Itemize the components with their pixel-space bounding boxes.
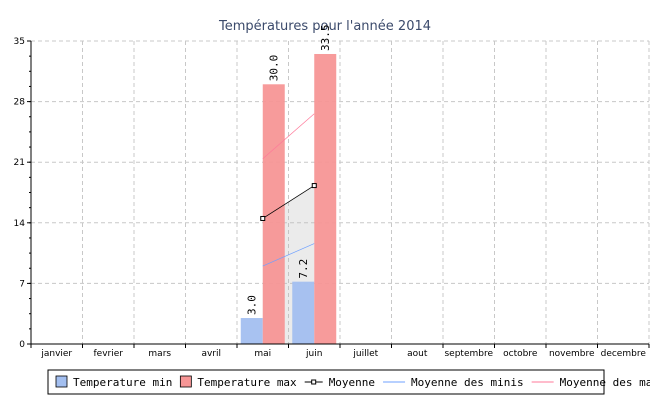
x-tick-label: novembre [549,349,595,359]
x-tick-label: septembre [444,349,493,359]
legend-label-temperature-max: Temperature max [197,376,297,389]
x-tick-label: janvier [40,349,72,359]
x-tick-label: avril [201,349,221,359]
x-tick-label: mars [148,349,171,359]
bars [240,53,337,345]
y-tick-label: 7 [19,279,25,289]
bar-temperature-min [292,281,315,344]
line-moyenne-des-minis [262,243,315,267]
lines [260,113,317,267]
line-moyenne [262,185,315,219]
legend-label-moyenne: Moyenne [329,376,375,389]
x-tick-label: aout [407,349,428,359]
data-labels: 3.0 7.2 30.0 33.5 [246,24,333,315]
bar-temperature-min [240,318,263,344]
x-tick-label: decembre [601,349,647,359]
line-moyenne-des-maxis [262,113,315,160]
x-tick-label: mai [254,349,271,359]
y-tick-label: 14 [14,219,26,229]
legend-marker-moyenne [311,379,317,385]
y-tick-label: 21 [14,158,25,168]
x-tick-label: juin [305,349,322,359]
data-label: 7.2 [297,259,310,279]
legend-box [47,369,605,395]
legend-swatch-temperature-min [55,375,68,388]
bar-temperature-max [262,84,285,345]
grid [31,40,650,344]
data-label: 3.0 [246,295,259,315]
y-tick-label: 0 [19,340,25,350]
legend: Temperature min Temperature max Moyenne Moy… [47,369,650,395]
x-tick-label: juillet [352,349,378,359]
bar-temperature-max [314,53,337,344]
y-tick-label: 35 [14,37,25,47]
legend-label-temperature-min: Temperature min [73,376,172,389]
legend-swatch-temperature-max [179,375,192,388]
data-label: 33.5 [319,24,332,51]
marker-moyenne [260,215,266,221]
chart-title: Températures pour l'année 2014 [218,19,431,34]
legend-label-moyenne-des-maxis: Moyenne des maxis [560,376,650,389]
marker-moyenne [311,183,317,189]
axes: 0 7 14 21 28 35 janvier fevrier mars avril mai juin… [14,37,650,359]
data-label: 30.0 [268,55,281,82]
y-tick-label: 28 [14,98,26,108]
x-tick-label: octobre [503,349,538,359]
legend-label-moyenne-des-minis: Moyenne des minis [411,376,524,389]
x-tick-label: fevrier [94,349,124,359]
